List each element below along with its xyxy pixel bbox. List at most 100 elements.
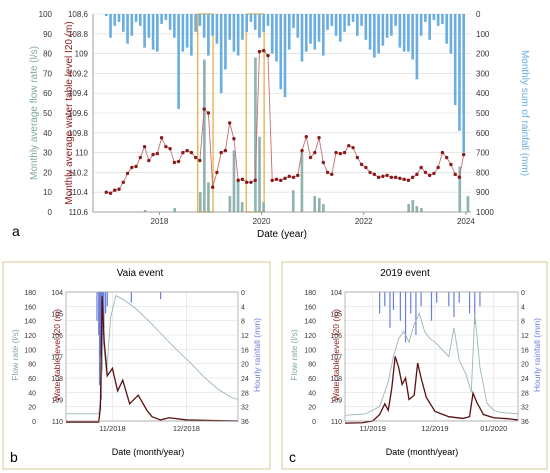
panel-a-x-tick-label: 2024 [457, 217, 475, 226]
panel-c-level-tick-label: 105 [330, 312, 342, 319]
panel-a-level-point [313, 150, 317, 155]
panel-c-ylabel-rain: Hourly rainfall (mm) [532, 318, 542, 392]
panel-c-flow-tick-label: 80 [308, 362, 316, 369]
panel-a-rain-bar [351, 14, 355, 22]
panel-a-level-tick-label: 110.2 [69, 168, 89, 177]
panel-a-rain-tick-label: 400 [476, 89, 490, 98]
panel-a-rain-bar [343, 14, 346, 32]
panel-a-level-point [240, 177, 245, 182]
panel-a-level-point [338, 151, 343, 156]
panel-a-xlabel: Date (year) [257, 229, 307, 240]
panel-a-level-point [189, 150, 194, 155]
panel-a-level-point [274, 177, 279, 182]
panel-a-label: a [12, 223, 20, 239]
panel-c-title: 2019 event [380, 268, 430, 279]
panel-a-level-point [125, 171, 130, 176]
panel-c-level-tick-label: 104 [330, 290, 342, 297]
panel-a-level-point [244, 180, 249, 184]
panel-a-rain-bar [202, 14, 206, 38]
panel-a-level-point [359, 162, 364, 167]
panel-c-rain-tick-label: 0 [521, 290, 525, 297]
panel-c-flow-tick-label: 40 [308, 390, 316, 397]
panel-a-level-point [159, 136, 164, 140]
panel-a-x-tick-label: 2018 [151, 217, 169, 226]
panel-a-level-point [325, 170, 330, 175]
panel-a-level-point [381, 174, 385, 179]
panel-a-level-point [210, 185, 215, 189]
panel-a-flow-bar [466, 196, 470, 212]
panel-a-flow-bar [415, 206, 419, 212]
panel-a-rain-tick-label: 200 [476, 50, 490, 59]
panel-a-rain-bar [190, 14, 193, 56]
panel-a-rain-bar [424, 14, 427, 22]
panel-a-rain-bar [287, 14, 291, 50]
panel-a-rain-tick-label: 100 [476, 30, 490, 39]
panel-a-rain-bar [283, 14, 287, 98]
panel-b-rain-tick-label: 4 [241, 304, 245, 311]
panel-c-flow-tick-label: 180 [304, 290, 316, 297]
panel-a-level-tick-label: 110.4 [69, 188, 89, 197]
panel-a-level-point [355, 155, 360, 160]
panel-a-level-point [342, 150, 347, 155]
panel-a-rain-bar [381, 14, 385, 46]
panel-a-rain-tick-label: 300 [476, 69, 490, 78]
panel-a-rain-bar [253, 14, 257, 30]
panel-a-level-point [236, 178, 240, 183]
panel-a-level-point [308, 155, 313, 160]
panel-a-level-point [130, 165, 134, 170]
panel-a-flow-bar [258, 136, 261, 212]
panel-a-flow-tick-label: 70 [43, 69, 52, 78]
panel-a-flow-tick-label: 20 [43, 168, 52, 177]
panel-a-rain-bar [385, 14, 389, 38]
panel-b-title: Vaia event [117, 268, 164, 279]
panel-a-level-tick-label: 110 [75, 149, 88, 158]
panel-c-flow-tick-label: 160 [304, 304, 316, 311]
panel-a-rain-bar [449, 14, 453, 54]
panel-a-rain-bar [364, 14, 368, 40]
panel-a-flow-bar [420, 208, 423, 212]
panel-a-rain-bar [453, 14, 457, 106]
panel-a-level-point [334, 150, 338, 155]
panel-a-rain-bar [356, 14, 359, 36]
panel-c-x-tick-label: 11/2019 [359, 424, 386, 433]
panel-a-level-point [215, 170, 219, 175]
panel-c-label: c [289, 449, 296, 465]
panel-a-rain-bar [309, 14, 312, 44]
panel-a-flow-bar [173, 208, 177, 212]
panel-a-rain-bar [156, 14, 159, 52]
panel-a-level-tick-label: 109 [75, 50, 89, 59]
panel-a-rain-bar [419, 14, 423, 36]
panel-a-x-tick-label: 2022 [355, 217, 373, 226]
panel-a-flow-bar [207, 182, 210, 212]
panel-a-flow-bar [198, 192, 202, 212]
panel-b-x-tick-label: 12/2018 [173, 424, 200, 433]
panel-a-level-point [376, 175, 381, 180]
panel-a-level-tick-label: 108.8 [68, 30, 89, 39]
panel-a-level-tick-label: 108.6 [68, 10, 89, 19]
panel-a-level-point [134, 164, 138, 169]
panel-a-rain-bar [445, 14, 449, 44]
panel-a-level-point [219, 150, 223, 155]
panel-c-rain-tick-label: 16 [521, 347, 529, 354]
panel-a-level-point [287, 174, 291, 179]
panel-a-flow-bar [313, 196, 317, 212]
panel-a-flow-bar [407, 204, 411, 212]
panel-a-level-point [147, 158, 151, 163]
panel-a-level-point [415, 172, 419, 177]
panel-b-level-line [66, 296, 239, 423]
panel-a-level-point [223, 148, 228, 153]
panel-c-flow-tick-label: 100 [304, 347, 316, 354]
panel-a-level-point [155, 151, 160, 156]
panel-a-x-tick-label: 2020 [253, 217, 271, 226]
panel-a-rain-bar [173, 14, 176, 38]
panel-c-rain-tick-label: 32 [521, 405, 529, 412]
panel-a-level-point [227, 121, 232, 125]
panel-c-rain-tick-label: 20 [521, 362, 529, 369]
panel-c-level-tick-label: 107 [330, 355, 342, 362]
panel-b-level-tick-label: 109 [51, 398, 63, 405]
panel-a-rain-bar [411, 14, 414, 60]
panel-a-rain-bar [304, 14, 308, 52]
panel-a-level-point [347, 143, 351, 148]
panel-a-level-point [117, 187, 121, 191]
